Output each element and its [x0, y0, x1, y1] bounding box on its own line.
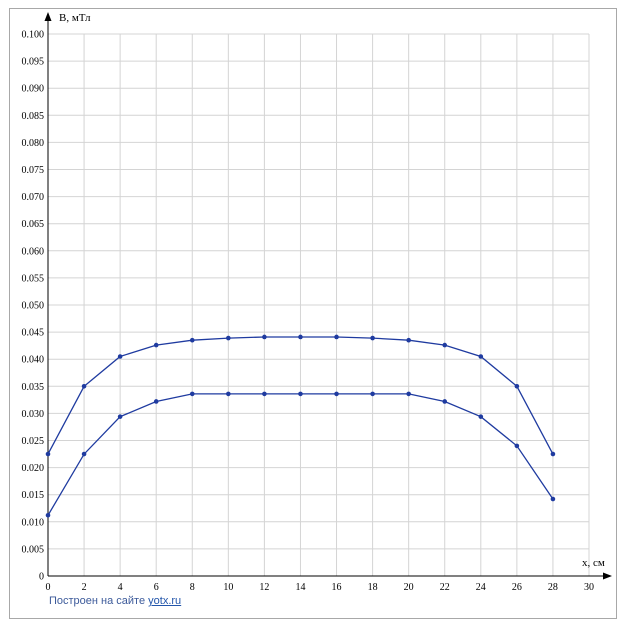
data-point — [478, 414, 484, 419]
x-axis-arrow — [603, 572, 612, 580]
x-tick-label: 10 — [223, 582, 233, 593]
y-axis-arrow — [44, 12, 52, 21]
data-point — [153, 399, 159, 404]
y-tick-label: 0.080 — [22, 138, 45, 149]
y-tick-label: 0.030 — [22, 409, 45, 420]
x-tick-label: 14 — [295, 582, 305, 593]
y-tick-label: 0.040 — [22, 355, 45, 366]
data-point — [189, 337, 195, 343]
data-point — [334, 334, 339, 340]
x-tick-label: 4 — [118, 582, 123, 593]
data-point — [189, 391, 195, 397]
data-point — [298, 334, 303, 340]
data-point — [406, 391, 411, 397]
data-point — [550, 496, 556, 502]
y-tick-label: 0.055 — [22, 273, 45, 284]
data-point — [406, 337, 411, 343]
x-tick-label: 16 — [332, 582, 342, 593]
x-tick-label: 28 — [548, 582, 558, 593]
data-point — [514, 443, 520, 449]
y-tick-label: 0.020 — [22, 463, 45, 474]
y-tick-label: 0.005 — [22, 544, 45, 555]
data-point — [81, 451, 87, 457]
y-tick-label: 0.090 — [22, 84, 45, 95]
data-point — [442, 399, 448, 404]
y-tick-label: 0.095 — [22, 57, 45, 68]
x-tick-label: 26 — [512, 582, 522, 593]
data-point — [45, 451, 51, 457]
x-axis-title: x, см — [582, 557, 605, 569]
x-tick-label: 0 — [46, 582, 51, 593]
x-tick-label: 12 — [259, 582, 269, 593]
x-tick-label: 18 — [368, 582, 378, 593]
data-point — [370, 335, 375, 341]
data-point — [153, 342, 159, 348]
y-tick-label: 0.025 — [22, 436, 45, 447]
x-tick-label: 20 — [404, 582, 414, 593]
y-tick-label: 0.060 — [22, 246, 45, 257]
x-tick-label: 22 — [440, 582, 450, 593]
tick-labels: 0 2 4 6 8 10 12 14 16 18 20 22 24 26 28 3000.0050.0100.… — [22, 30, 595, 594]
y-tick-label: 0.015 — [22, 490, 45, 501]
data-point — [262, 391, 267, 397]
y-tick-label: 0.075 — [22, 165, 45, 176]
data-point — [226, 335, 231, 341]
data-point — [117, 414, 123, 419]
series-layer — [45, 334, 556, 518]
x-tick-label: 8 — [190, 582, 195, 593]
data-point — [370, 391, 375, 397]
y-tick-label: 0.035 — [22, 382, 45, 393]
data-point — [81, 384, 87, 389]
credit-prefix: Построен на сайте — [49, 595, 149, 607]
data-point — [298, 391, 303, 397]
grid — [48, 33, 590, 576]
x-tick-label: 6 — [154, 582, 159, 593]
y-tick-label: 0 — [39, 572, 44, 583]
y-tick-label: 0.050 — [22, 301, 45, 312]
data-point — [550, 451, 556, 457]
y-axis-title: B, мТл — [59, 12, 91, 24]
credit-line: Построен на сайте yotx.ru — [49, 595, 181, 607]
data-point — [262, 334, 267, 340]
data-point — [45, 512, 51, 518]
data-point — [442, 342, 448, 348]
x-tick-label: 30 — [584, 582, 594, 593]
data-point — [478, 354, 484, 359]
y-tick-label: 0.085 — [22, 111, 45, 122]
credit-link[interactable]: yotx.ru — [148, 595, 182, 607]
x-tick-label: 24 — [476, 582, 486, 593]
chart-frame — [9, 8, 617, 619]
data-point — [334, 391, 339, 397]
data-point — [226, 391, 231, 397]
x-tick-label: 2 — [82, 582, 87, 593]
y-tick-label: 0.045 — [22, 328, 45, 339]
data-point — [117, 354, 123, 359]
y-tick-label: 0.100 — [22, 30, 45, 41]
y-tick-label: 0.070 — [22, 192, 45, 203]
data-point — [514, 384, 520, 389]
axes — [44, 12, 612, 580]
y-tick-label: 0.065 — [22, 219, 45, 230]
y-tick-label: 0.010 — [22, 517, 45, 528]
